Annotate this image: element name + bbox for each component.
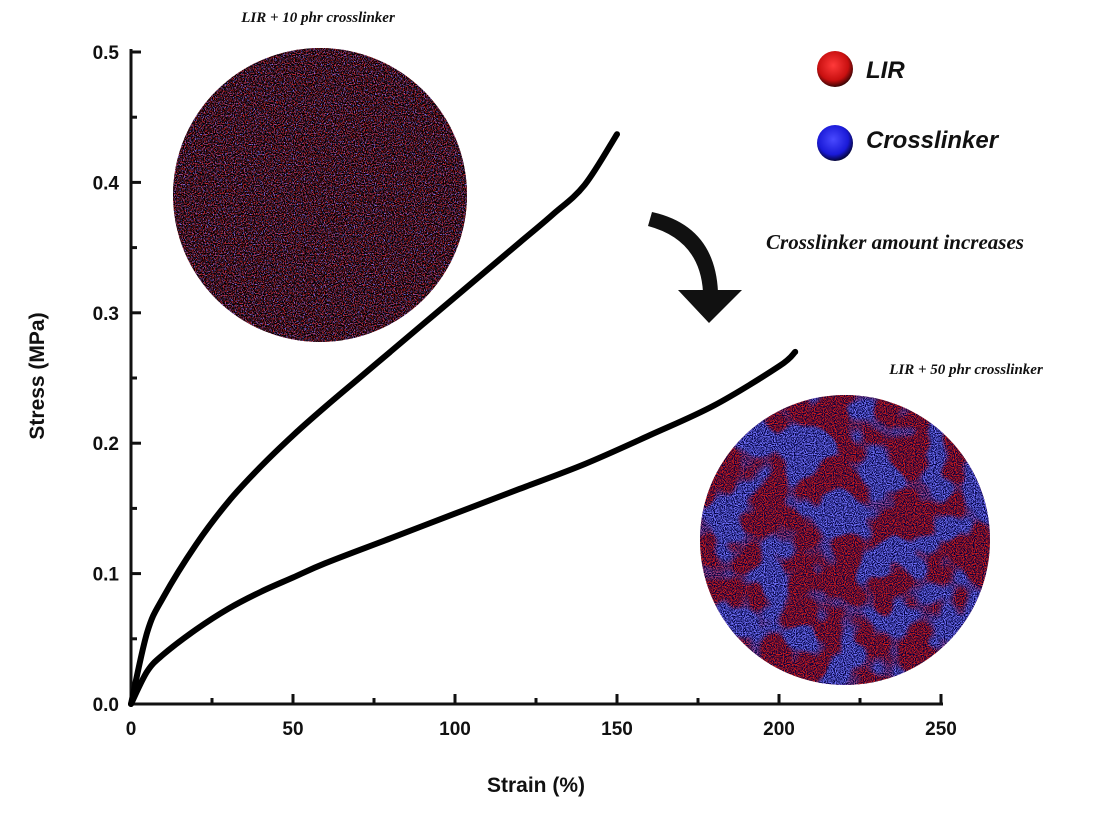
x-tick-label: 0 [126,719,137,740]
x-tick-label: 150 [601,719,633,740]
x-ticks: 0 50 100 150 200 250 [126,694,957,740]
y-tick-label: 0.5 [93,43,120,64]
legend: LIR Crosslinker [817,51,1000,161]
curve-50phr [128,348,799,707]
legend-item-lir: LIR [817,51,905,87]
y-tick-label: 0.2 [93,434,119,455]
crosslinker-swatch-icon [817,125,853,161]
x-tick-label: 200 [763,719,795,740]
legend-label-crosslinker: Crosslinker [866,127,1000,154]
y-tick-label: 0.0 [93,695,119,716]
x-tick-label: 100 [439,719,471,740]
y-ticks: 0.0 0.1 0.2 0.3 0.4 0.5 [93,43,141,716]
label-10phr: LIR + 10 phr crosslinker [240,10,395,26]
curved-arrow-icon [648,212,742,323]
arrow-label: Crosslinker amount increases [766,230,1024,254]
y-tick-label: 0.4 [93,173,120,194]
legend-item-crosslinker: Crosslinker [817,125,1000,161]
lir-swatch-icon [817,51,853,87]
micrograph-10phr [173,48,467,342]
micrograph-50phr [700,395,990,685]
series-curves [128,131,799,707]
label-50phr: LIR + 50 phr crosslinker [888,362,1043,378]
x-tick-label: 250 [925,719,957,740]
y-tick-label: 0.3 [93,304,119,325]
y-tick-label: 0.1 [93,565,120,586]
x-tick-label: 50 [282,719,303,740]
curve-10phr [128,131,620,707]
legend-label-lir: LIR [866,57,905,84]
x-axis-title: Strain (%) [487,774,585,797]
y-axis-title: Stress (MPa) [26,312,49,439]
